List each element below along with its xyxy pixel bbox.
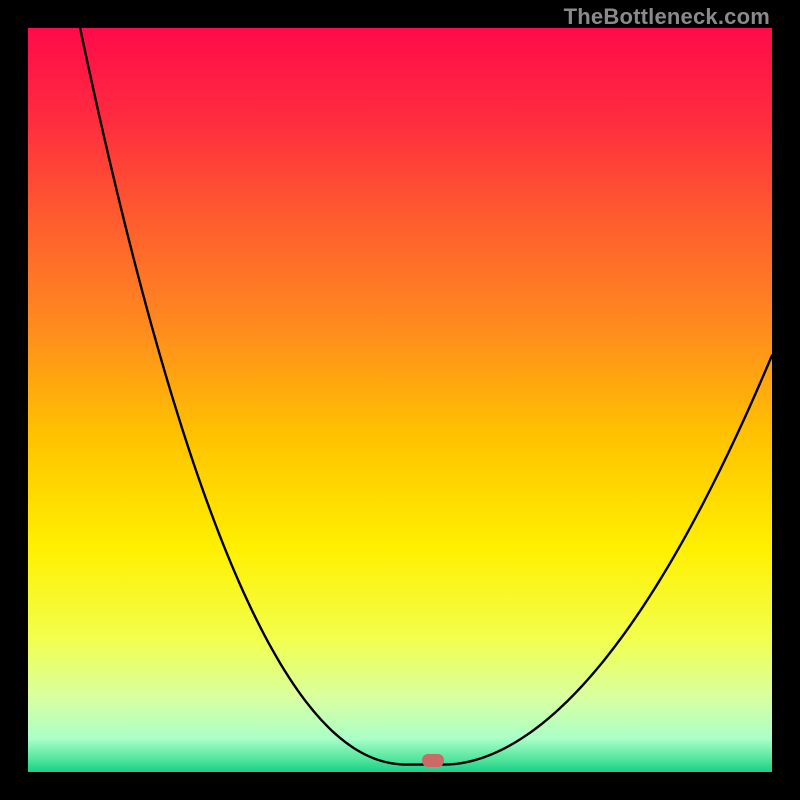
bottleneck-curve — [28, 28, 772, 772]
chart-frame: TheBottleneck.com — [0, 0, 800, 800]
plot-area — [28, 28, 772, 772]
watermark-text: TheBottleneck.com — [564, 4, 770, 30]
optimum-marker — [422, 754, 444, 767]
